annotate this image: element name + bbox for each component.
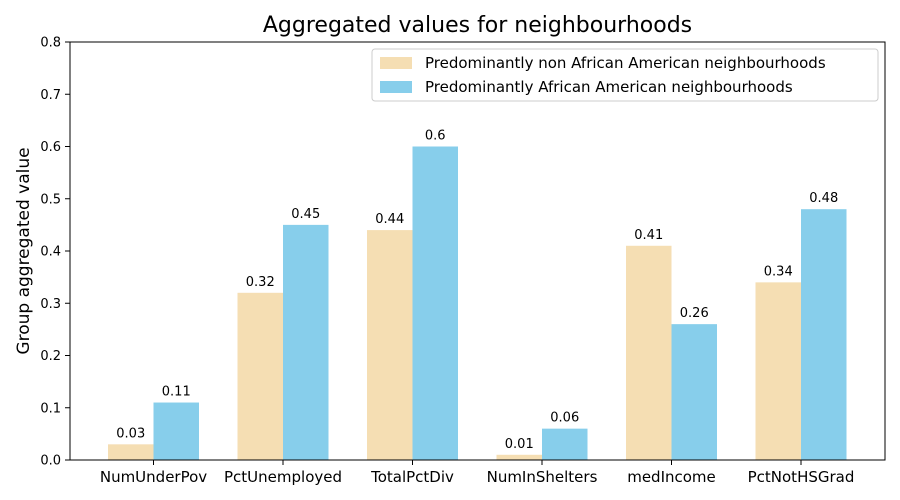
- data-label-series1-PctUnemployed: 0.32: [246, 275, 275, 290]
- legend-swatch-series2: [380, 81, 412, 93]
- y-tick-label: 0.1: [40, 401, 61, 416]
- data-label-series2-TotalPctDiv: 0.6: [425, 129, 446, 144]
- data-label-series2-medIncome: 0.26: [680, 306, 709, 321]
- y-tick-label: 0.0: [40, 454, 61, 469]
- data-label-series1-TotalPctDiv: 0.44: [375, 212, 404, 227]
- y-axis-ticks: 0.0 0.1 0.2 0.3 0.4 0.5 0.6 0.7 0.8: [40, 36, 70, 469]
- y-axis-label: Group aggregated value: [14, 147, 34, 354]
- data-label-series2-NumUnderPov: 0.11: [162, 385, 191, 400]
- bar-series1-NumInShelters: [496, 454, 542, 460]
- y-tick-label: 0.3: [40, 297, 61, 312]
- y-tick-label: 0.5: [40, 192, 61, 207]
- bar-series1-TotalPctDiv: [367, 230, 413, 460]
- y-tick-label: 0.4: [40, 245, 61, 260]
- bar-series2-PctUnemployed: [283, 224, 329, 460]
- bar-series1-NumUnderPov: [108, 444, 154, 460]
- data-labels-group: 0.03 0.32 0.44 0.01 0.41 0.34 0.11 0.45 0.6 0.06 0…: [116, 129, 838, 452]
- data-label-series2-PctUnemployed: 0.45: [291, 207, 320, 222]
- chart-title: Aggregated values for neighbourhoods: [263, 13, 692, 38]
- y-tick-label: 0.6: [40, 140, 61, 155]
- bar-series2-PctNotHSGrad: [801, 209, 847, 460]
- data-label-series1-NumInShelters: 0.01: [505, 437, 534, 452]
- y-tick-label: 0.7: [40, 88, 61, 103]
- data-label-series2-PctNotHSGrad: 0.48: [809, 191, 838, 206]
- bar-series2-NumInShelters: [542, 428, 588, 460]
- legend-label-series1: Predominantly non African American neigh…: [425, 54, 826, 72]
- x-tick-label: PctNotHSGrad: [748, 468, 855, 486]
- x-axis-ticks: NumUnderPov PctUnemployed TotalPctDiv NumIn…: [100, 460, 855, 486]
- bar-series1-PctUnemployed: [237, 292, 283, 460]
- legend-swatch-series1: [380, 57, 412, 69]
- y-tick-label: 0.8: [40, 36, 61, 51]
- plot-frame: [69, 41, 886, 461]
- x-tick-label: NumInShelters: [487, 468, 598, 486]
- data-label-series1-medIncome: 0.41: [634, 228, 663, 243]
- data-label-series2-NumInShelters: 0.06: [550, 411, 579, 426]
- bars-group: [108, 146, 847, 460]
- legend: Predominantly non African American neigh…: [371, 48, 879, 102]
- legend-box: [371, 48, 879, 102]
- bar-series2-NumUnderPov: [153, 402, 199, 460]
- x-tick-label: medIncome: [627, 468, 716, 486]
- x-tick-label: NumUnderPov: [100, 468, 207, 486]
- bar-series2-TotalPctDiv: [412, 146, 458, 460]
- bar-series1-PctNotHSGrad: [755, 282, 801, 460]
- legend-label-series2: Predominantly African American neighbour…: [425, 78, 793, 96]
- bar-series2-medIncome: [671, 324, 717, 460]
- x-tick-label: TotalPctDiv: [370, 468, 454, 486]
- bar-series1-medIncome: [626, 245, 672, 460]
- x-tick-label: PctUnemployed: [224, 468, 342, 486]
- data-label-series1-PctNotHSGrad: 0.34: [764, 264, 793, 279]
- data-label-series1-NumUnderPov: 0.03: [116, 426, 145, 441]
- y-tick-label: 0.2: [40, 349, 61, 364]
